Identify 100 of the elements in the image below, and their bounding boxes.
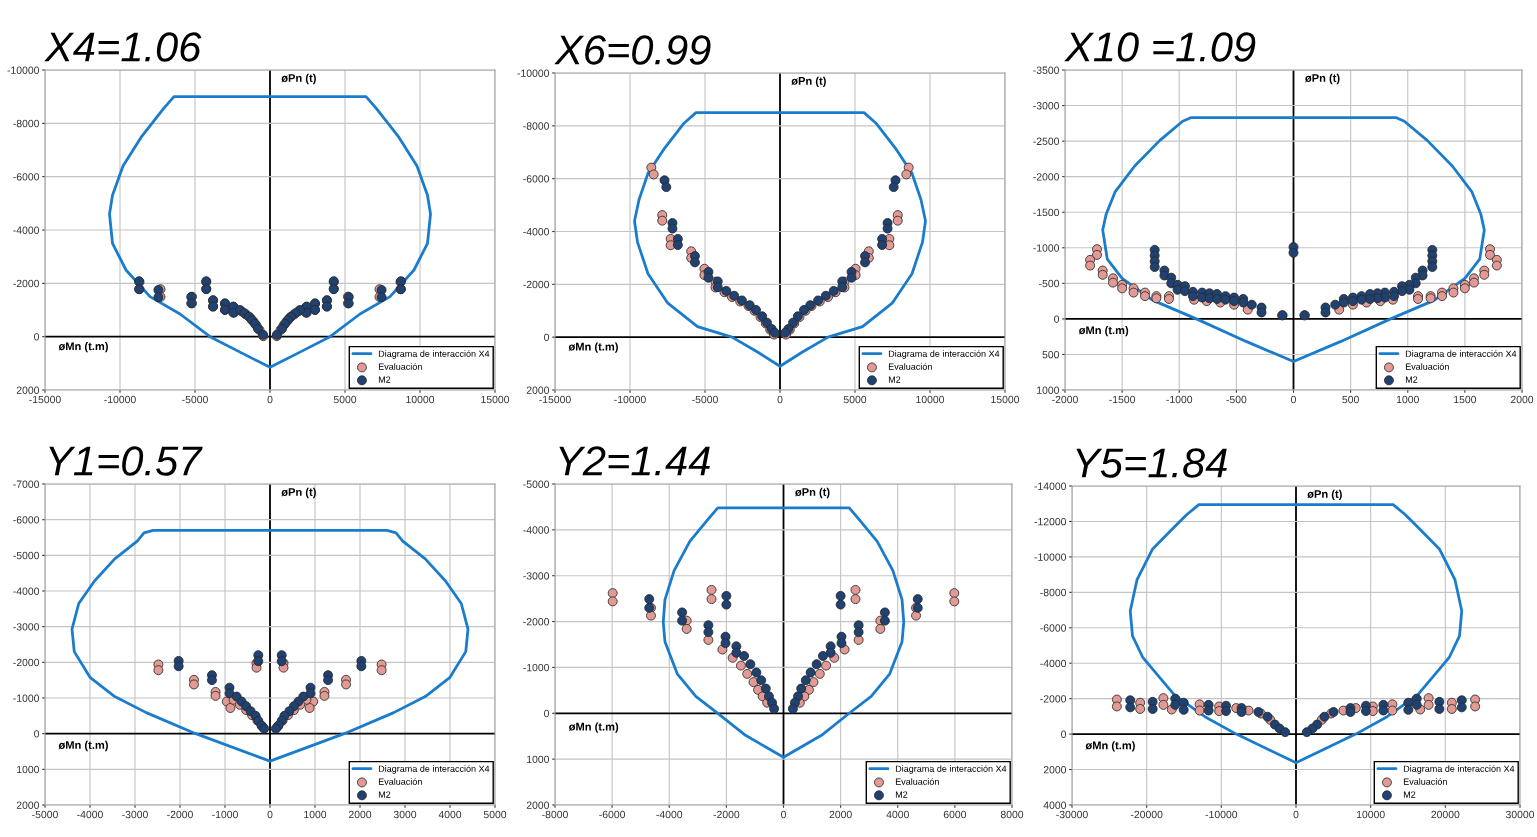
- x-tick-label: 0: [267, 810, 273, 819]
- legend-label: Diagrama de interacción X4: [1405, 350, 1517, 359]
- x-tick-label: 1500: [1454, 395, 1477, 404]
- y-tick-label: 2000: [526, 386, 550, 394]
- y-tick-label: 0: [1054, 315, 1060, 323]
- y-tick-label: -8000: [13, 119, 40, 128]
- x-tick-label: 0: [781, 810, 786, 819]
- y-tick-label: -8000: [1040, 588, 1067, 597]
- x-tick-label: -10000: [614, 395, 646, 404]
- x-axis-title: øMn (t.m): [58, 342, 108, 353]
- y-axis-title: øPn (t): [794, 487, 830, 499]
- x-tick-label: 10000: [916, 395, 945, 404]
- y-tick-label: -4000: [1040, 659, 1067, 668]
- y-tick-label: -8000: [523, 122, 550, 130]
- legend-label: Diagrama de interacción X4: [1403, 765, 1515, 774]
- y-tick-label: -1500: [1033, 208, 1060, 217]
- chart-title: X4=1.06: [44, 32, 202, 62]
- legend-label: Diagrama de interacción X4: [888, 350, 1000, 359]
- legend-label: Evaluación: [1405, 363, 1449, 370]
- y-tick-label: -5000: [523, 480, 550, 488]
- x-tick-label: -1000: [1166, 395, 1193, 404]
- x-axis-title: øMn (t.m): [58, 740, 108, 752]
- x-tick-label: 2000: [348, 810, 372, 819]
- legend-label: Evaluación: [378, 778, 422, 785]
- y-tick-label: -14000: [1034, 482, 1067, 490]
- y-tick-label: -6000: [1040, 624, 1067, 632]
- x-tick-label: 0: [777, 395, 783, 404]
- x-tick-label: 6000: [943, 810, 967, 819]
- legend-label: Diagrama de interacción X4: [378, 350, 490, 359]
- x-tick-label: 5000: [483, 810, 507, 819]
- y-tick-label: 4000: [1043, 801, 1067, 809]
- legend-label: M2: [378, 791, 391, 798]
- y-tick-label: -2000: [523, 280, 550, 289]
- x-tick-label: -4000: [656, 810, 683, 819]
- x-tick-label: 2000: [829, 810, 852, 819]
- y-tick-label: 0: [1061, 730, 1067, 738]
- chart-title: Y5=1.84: [1076, 448, 1227, 478]
- y-tick-label: -2000: [13, 279, 40, 288]
- y-tick-label: -500: [1039, 279, 1060, 288]
- legend-label: M2: [1403, 791, 1416, 798]
- x-tick-label: -10000: [104, 395, 136, 404]
- legend-label: Evaluación: [1403, 778, 1447, 785]
- x-tick-label: -30000: [1056, 810, 1088, 819]
- y-tick-label: -6000: [523, 175, 550, 183]
- x-tick-label: 0: [267, 395, 273, 404]
- y-tick-label: -10000: [1034, 553, 1067, 561]
- y-tick-label: -2000: [13, 658, 40, 667]
- y-tick-label: 1000: [1037, 386, 1060, 394]
- y-axis-title: øPn (t): [791, 76, 826, 88]
- y-tick-label: -5000: [13, 551, 40, 560]
- x-tick-label: -3000: [122, 810, 148, 819]
- chart-title: X10 =1.09: [1064, 32, 1256, 62]
- y-tick-label: -10000: [7, 66, 40, 74]
- x-axis-title: øMn (t.m): [568, 342, 618, 353]
- x-tick-label: 8000: [1000, 810, 1024, 819]
- x-tick-label: 0: [1293, 810, 1299, 819]
- x-tick-label: 3000: [393, 810, 417, 819]
- x-tick-label: 10000: [406, 395, 435, 404]
- y-tick-label: -6000: [13, 173, 40, 181]
- legend-label: M2: [888, 376, 901, 383]
- x-tick-label: -5000: [692, 395, 718, 404]
- y-axis-title: øPn (t): [1304, 73, 1340, 85]
- y-tick-label: -12000: [1034, 517, 1067, 526]
- y-tick-label: -10000: [517, 69, 550, 77]
- y-tick-label: -2000: [1040, 695, 1067, 703]
- y-tick-label: -3500: [1033, 66, 1060, 74]
- y-tick-label: 2000: [1043, 766, 1067, 774]
- x-tick-label: 10000: [1356, 810, 1385, 819]
- y-tick-label: 2000: [16, 801, 40, 809]
- y-axis-title: øPn (t): [281, 73, 316, 85]
- chart-title: Y1=0.57: [49, 446, 203, 476]
- x-tick-label: 5000: [843, 395, 867, 404]
- x-tick-label: 20000: [1431, 810, 1460, 819]
- y-tick-label: 0: [34, 333, 40, 341]
- x-tick-label: 15000: [991, 395, 1020, 404]
- x-tick-label: -15000: [29, 395, 61, 404]
- y-tick-label: 2000: [526, 801, 550, 809]
- chart-title: Y2=1.44: [559, 446, 710, 476]
- y-tick-label: -1000: [523, 663, 550, 672]
- y-tick-label: -4000: [523, 228, 550, 236]
- legend-label: Diagrama de interacción X4: [895, 765, 1007, 774]
- y-tick-label: -1000: [13, 694, 40, 702]
- y-tick-label: -2500: [1033, 137, 1060, 145]
- legend-label: Evaluación: [895, 778, 939, 785]
- y-tick-label: 2000: [16, 386, 40, 394]
- y-tick-label: 0: [34, 730, 40, 738]
- y-tick-label: 0: [544, 709, 550, 718]
- y-tick-label: 1000: [17, 765, 40, 774]
- x-tick-label: 4000: [438, 810, 462, 819]
- x-tick-label: 4000: [886, 810, 909, 819]
- x-tick-label: -1000: [212, 810, 238, 819]
- x-tick-label: 1000: [304, 810, 327, 819]
- legend-label: M2: [895, 791, 908, 798]
- x-axis-title: øMn (t.m): [1085, 741, 1135, 752]
- legend-label: Evaluación: [378, 363, 422, 370]
- x-tick-label: -15000: [539, 395, 571, 404]
- y-tick-label: 1000: [527, 755, 550, 764]
- y-axis-title: øPn (t): [281, 487, 316, 499]
- x-tick-label: -500: [1226, 395, 1247, 404]
- y-tick-label: -6000: [13, 516, 40, 524]
